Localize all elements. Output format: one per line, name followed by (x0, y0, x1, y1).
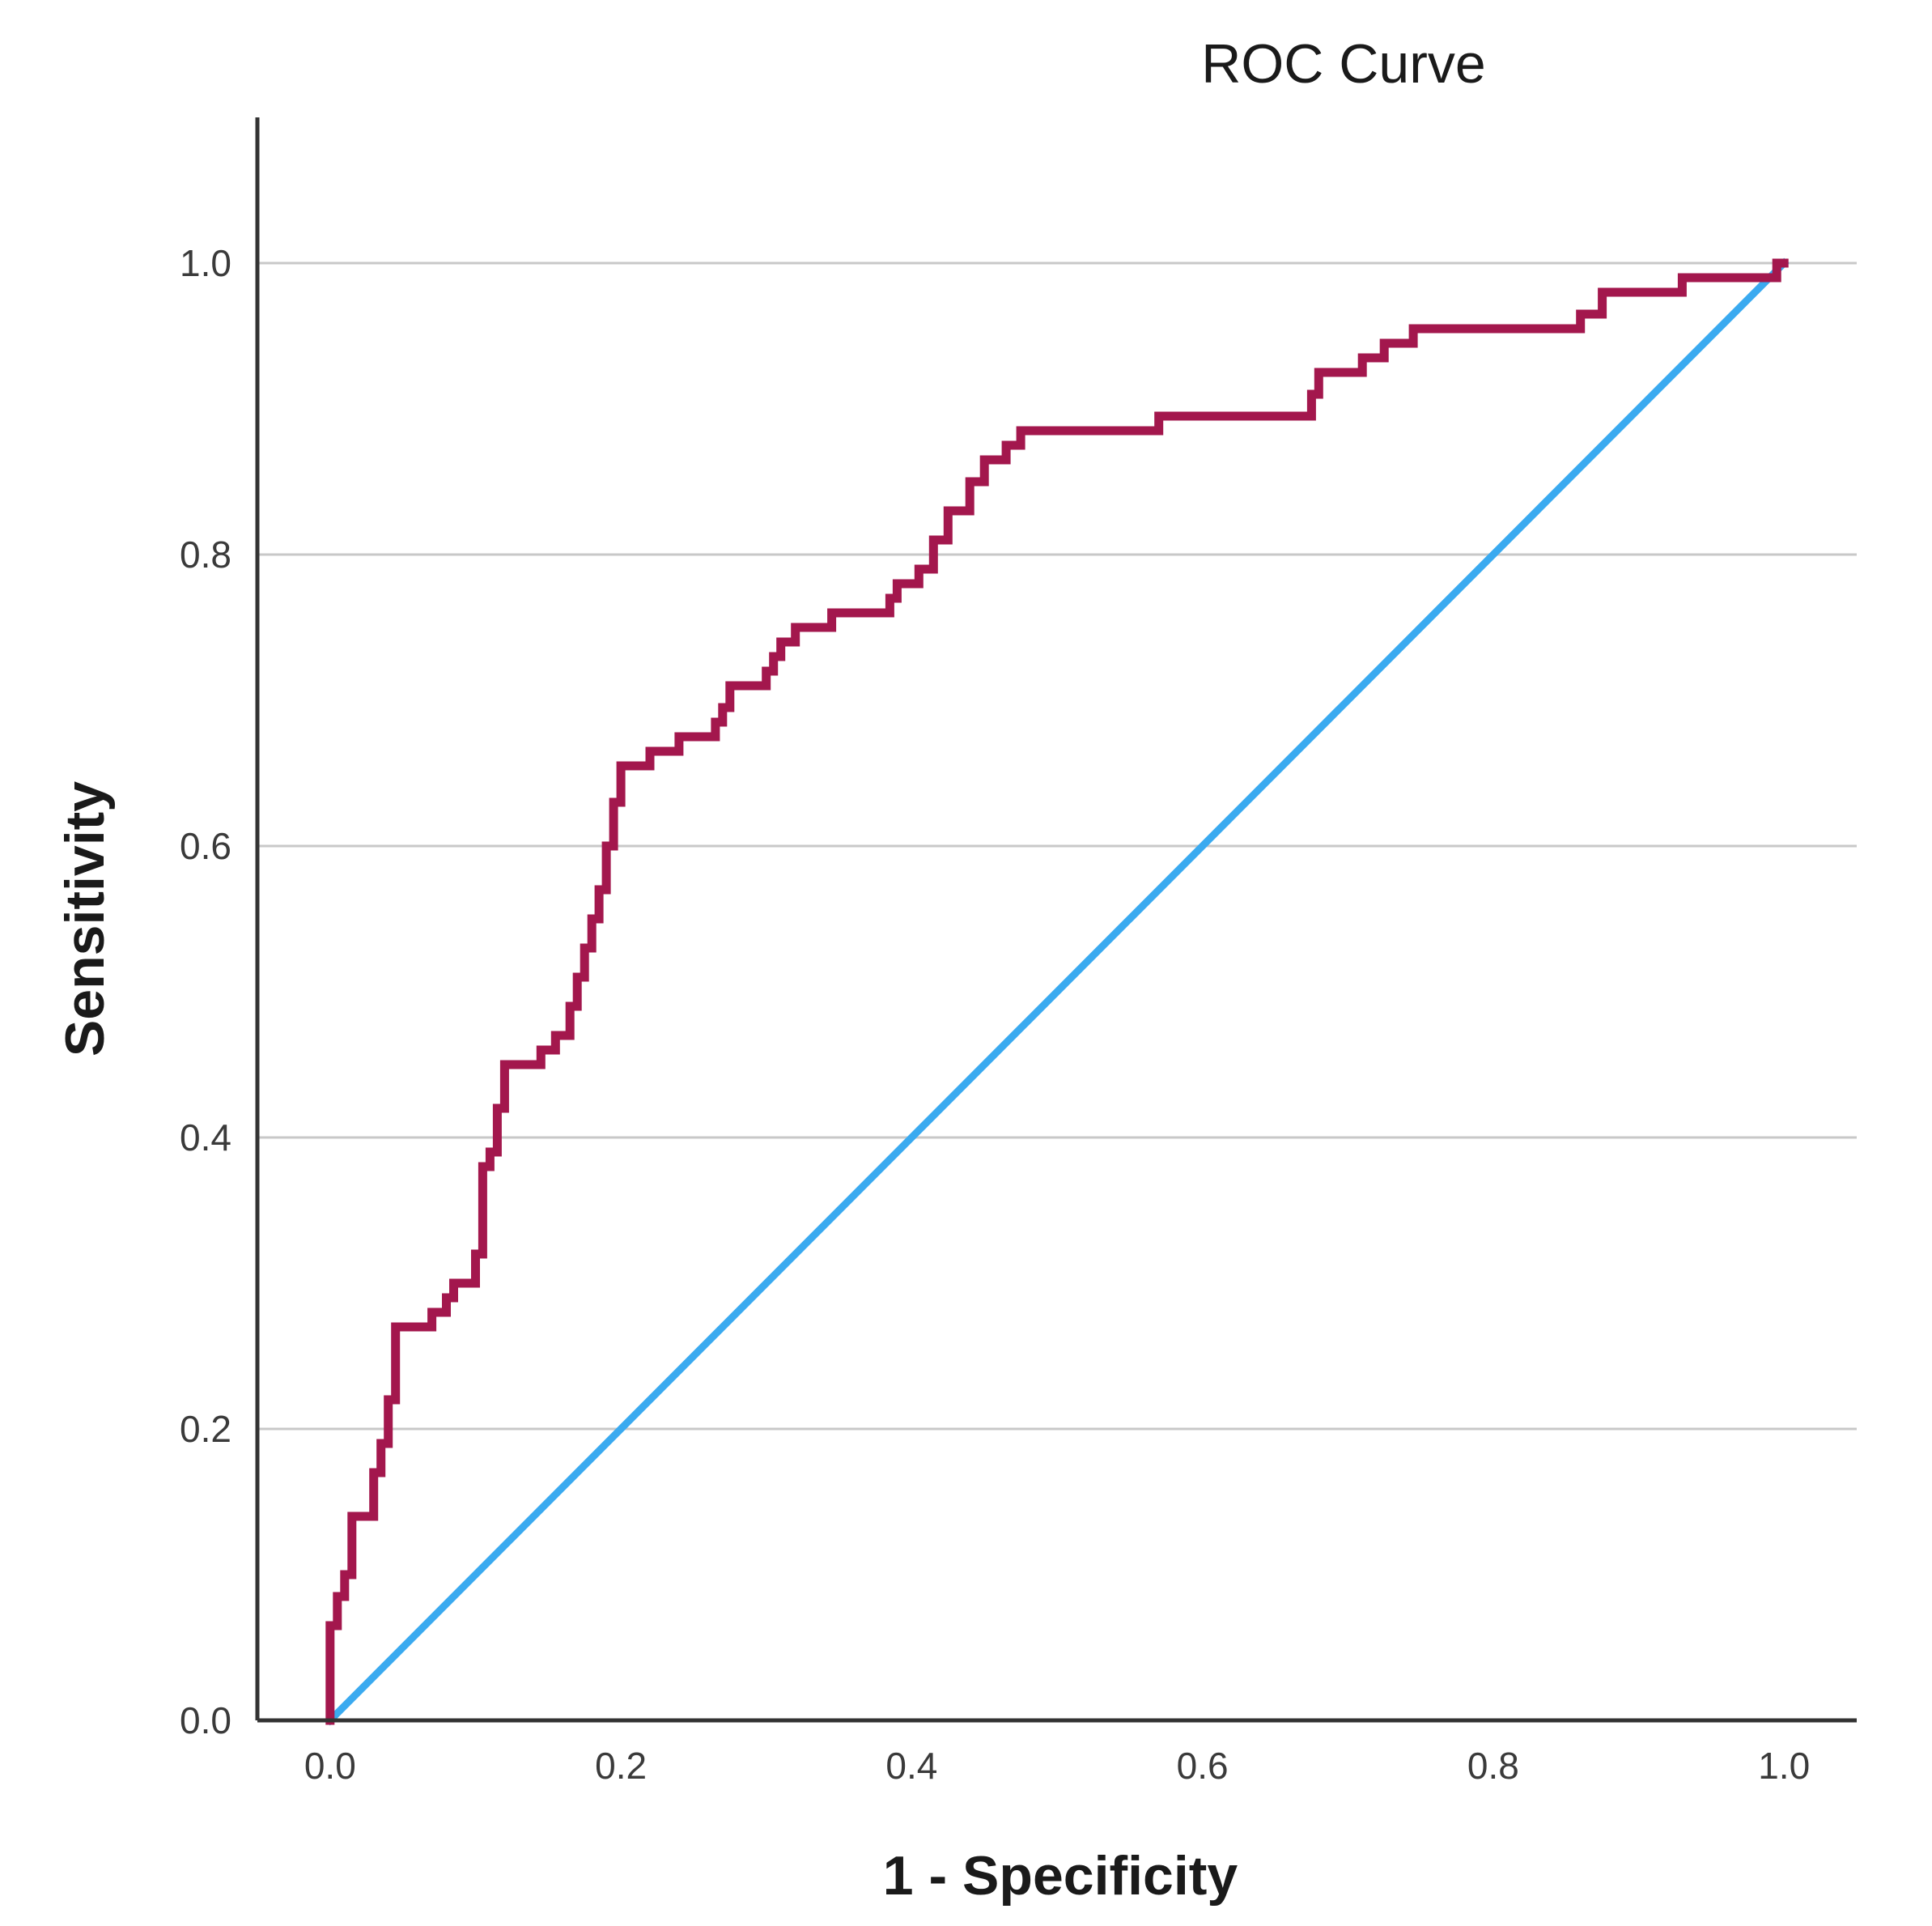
y-tick-label: 1.0 (180, 242, 231, 284)
x-tick-label: 1.0 (1758, 1745, 1810, 1787)
y-tick-label: 0.8 (180, 534, 231, 576)
y-axis-label: Sensitivity (54, 781, 116, 1057)
y-tick-label: 0.6 (180, 825, 231, 867)
y-tick-label: 0.2 (180, 1408, 231, 1450)
chart-title: ROC Curve (1201, 33, 1485, 95)
axes (255, 117, 1857, 1723)
x-tick-label: 0.2 (595, 1745, 647, 1787)
y-tick-label: 0.4 (180, 1116, 231, 1159)
roc-curve-line (325, 258, 1789, 1725)
reference-diagonal-line (325, 257, 1790, 1726)
x-tick-label: 0.8 (1467, 1745, 1519, 1787)
x-tick-label: 0.0 (304, 1745, 356, 1787)
x-axis-label: 1 - Specificity (883, 1845, 1238, 1907)
y-tick-labels: 0.0 0.2 0.4 0.6 0.8 1.0 (180, 242, 231, 1741)
x-tick-label: 0.6 (1177, 1745, 1229, 1787)
series-group (325, 257, 1790, 1726)
y-tick-label: 0.0 (180, 1699, 231, 1741)
gridlines (257, 261, 1857, 1431)
x-tick-labels: 0.0 0.2 0.4 0.6 0.8 1.0 (304, 1745, 1810, 1787)
x-tick-label: 0.4 (885, 1745, 937, 1787)
